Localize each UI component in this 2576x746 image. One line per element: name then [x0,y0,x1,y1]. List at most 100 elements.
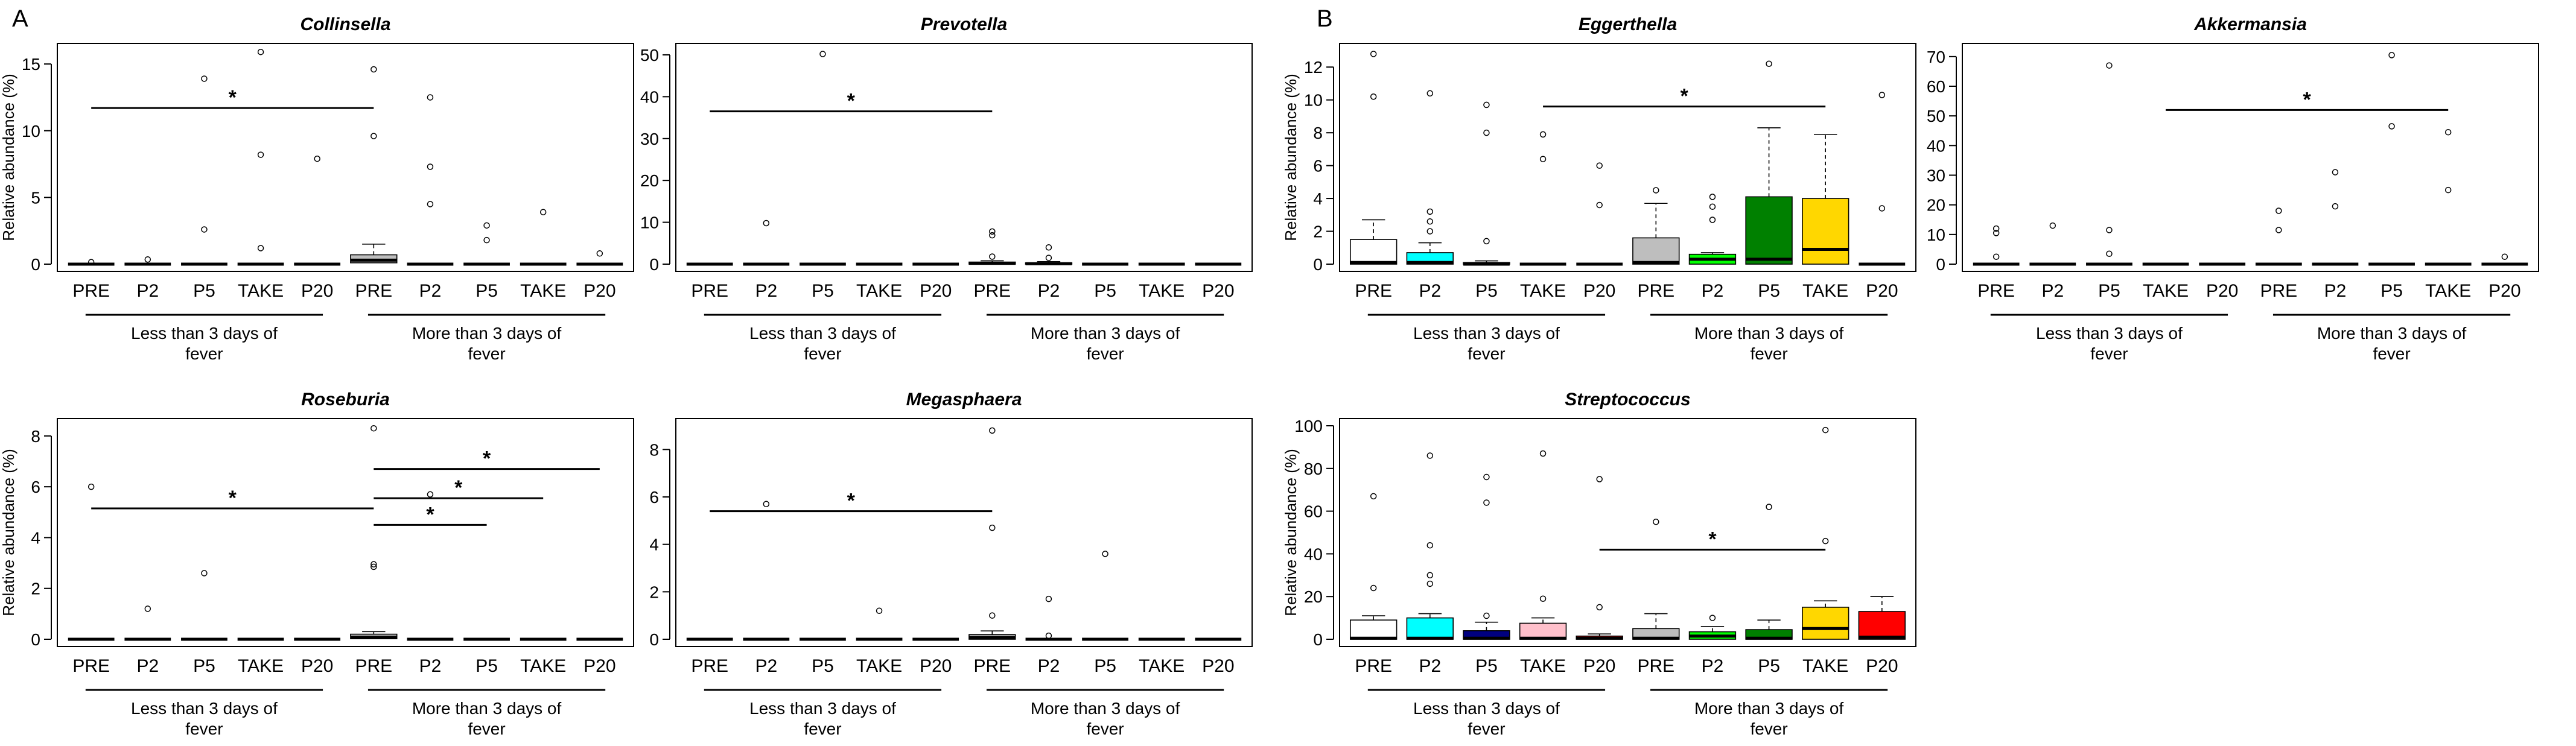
y-tick-label: 8 [1313,124,1323,142]
outlier-point [1483,129,1490,136]
y-tick-label: 60 [1927,77,1945,96]
plot-frame [1962,43,2539,272]
x-category-label: TAKE [1520,281,1566,301]
box-take-long [520,209,567,266]
outlier-point [370,66,377,73]
x-category-label: P5 [475,281,498,301]
y-tick-label: 50 [1927,107,1945,125]
x-category-label: P5 [1094,281,1116,301]
outlier-point [144,605,151,612]
x-category-label: P20 [1866,281,1898,301]
outlier-point [1653,519,1659,525]
box-p2-short [743,220,790,266]
group-label: Less than 3 days of fever [131,324,278,363]
x-category-label: P20 [1202,656,1234,676]
outlier-point [2444,186,2452,194]
box-p2-short [124,256,171,266]
y-tick-label: 0 [649,255,659,274]
y-tick-label: 12 [1304,58,1323,77]
outlier-point [989,228,996,235]
x-category-label: P20 [301,281,333,301]
box-p2-long [1688,615,1737,640]
box-p5-long [463,222,510,266]
chart-streptococcus: Streptococcus Relative abundance (%) 0 20 40… [1282,390,1916,738]
box-body [1349,619,1398,640]
outlier-point [1426,208,1434,215]
x-category-label: P2 [2041,281,2064,301]
outlier-point [1709,203,1716,210]
box-p5-short [2086,62,2132,266]
outlier-point [1766,504,1772,510]
outlier-point [2106,227,2113,233]
box-pre-long [968,427,1016,640]
x-category-label: P2 [136,281,159,301]
outlier-point [989,232,996,239]
outlier-point [370,561,377,567]
x-category-label: PRE [691,656,728,676]
outlier-point [87,259,95,265]
group-label: More than 3 days of fever [1694,324,1844,363]
box-p20-short [1576,476,1623,640]
outlier-point [1596,476,1603,482]
outlier-point [201,226,208,233]
y-axis-label: Relative abundance (%) [1282,449,1300,616]
group-label: More than 3 days of fever [2317,324,2467,363]
outlier-point [1878,205,1886,212]
box-take-short [856,607,903,641]
box-p5-long [1745,60,1793,265]
x-category-label: TAKE [238,656,284,676]
outlier-point [2275,227,2282,233]
outlier-point [2049,222,2056,229]
outlier-point [1596,604,1603,611]
outlier-point [989,427,996,434]
y-tick-label: 20 [1304,587,1323,606]
y-tick-label: 5 [31,188,40,207]
x-category-label: P5 [1475,656,1498,676]
x-category-label: TAKE [1139,281,1185,301]
x-category-label: P20 [920,281,952,301]
x-category-label: TAKE [1802,281,1848,301]
chart-megasphaera: Megasphaera 0 2 4 6 8 PRE P2 P5 TAKE P20 PRE P2 P5 TAK… [649,390,1253,738]
box-take-short [1519,450,1567,640]
box-take-long [1802,426,1849,640]
group-label: More than 3 days of fever [412,324,562,363]
x-category-label: P5 [193,656,215,676]
y-tick-label: 0 [1313,255,1323,274]
x-category-label: P2 [2324,281,2347,301]
box-pre-short [1973,225,2020,266]
outlier-point [2388,123,2395,130]
box-p20-long [576,250,623,266]
box-p5-short [1463,101,1510,266]
outlier-point [1426,90,1434,97]
outlier-point [1709,194,1716,200]
box-p2-short [1406,90,1454,265]
box-pre-long [2255,207,2302,266]
outlier-point [763,501,770,508]
x-category-label: P5 [812,281,834,301]
chart-roseburia: Roseburia Relative abundance (%) 0 2 4 6 8 PRE P… [0,390,634,738]
box-p2-long [2312,169,2359,266]
panel-letter-b: B [1317,5,1333,32]
outlier-point [2444,128,2452,136]
outlier-point [1539,131,1547,138]
outlier-point [314,155,320,162]
y-tick-label: 10 [1927,226,1945,244]
outlier-point [2106,62,2113,69]
outlier-point [1596,201,1603,209]
group-label: Less than 3 days of fever [749,699,896,738]
y-tick-label: 80 [1304,460,1323,478]
box-pre-short [1349,51,1398,265]
box-body [1632,237,1680,265]
box-body [1858,611,1906,640]
x-category-label: TAKE [2143,281,2189,301]
y-tick-label: 40 [1304,545,1323,563]
box-p2-long [407,491,454,641]
plot-frame [675,43,1253,272]
box-p2-short [743,501,790,641]
x-category-label: TAKE [520,656,566,676]
chart-title: Roseburia [301,390,390,409]
x-category-label: P5 [2380,281,2403,301]
box-pre-long [350,66,398,264]
outlier-point [2332,169,2339,175]
x-category-label: PRE [1637,656,1674,676]
